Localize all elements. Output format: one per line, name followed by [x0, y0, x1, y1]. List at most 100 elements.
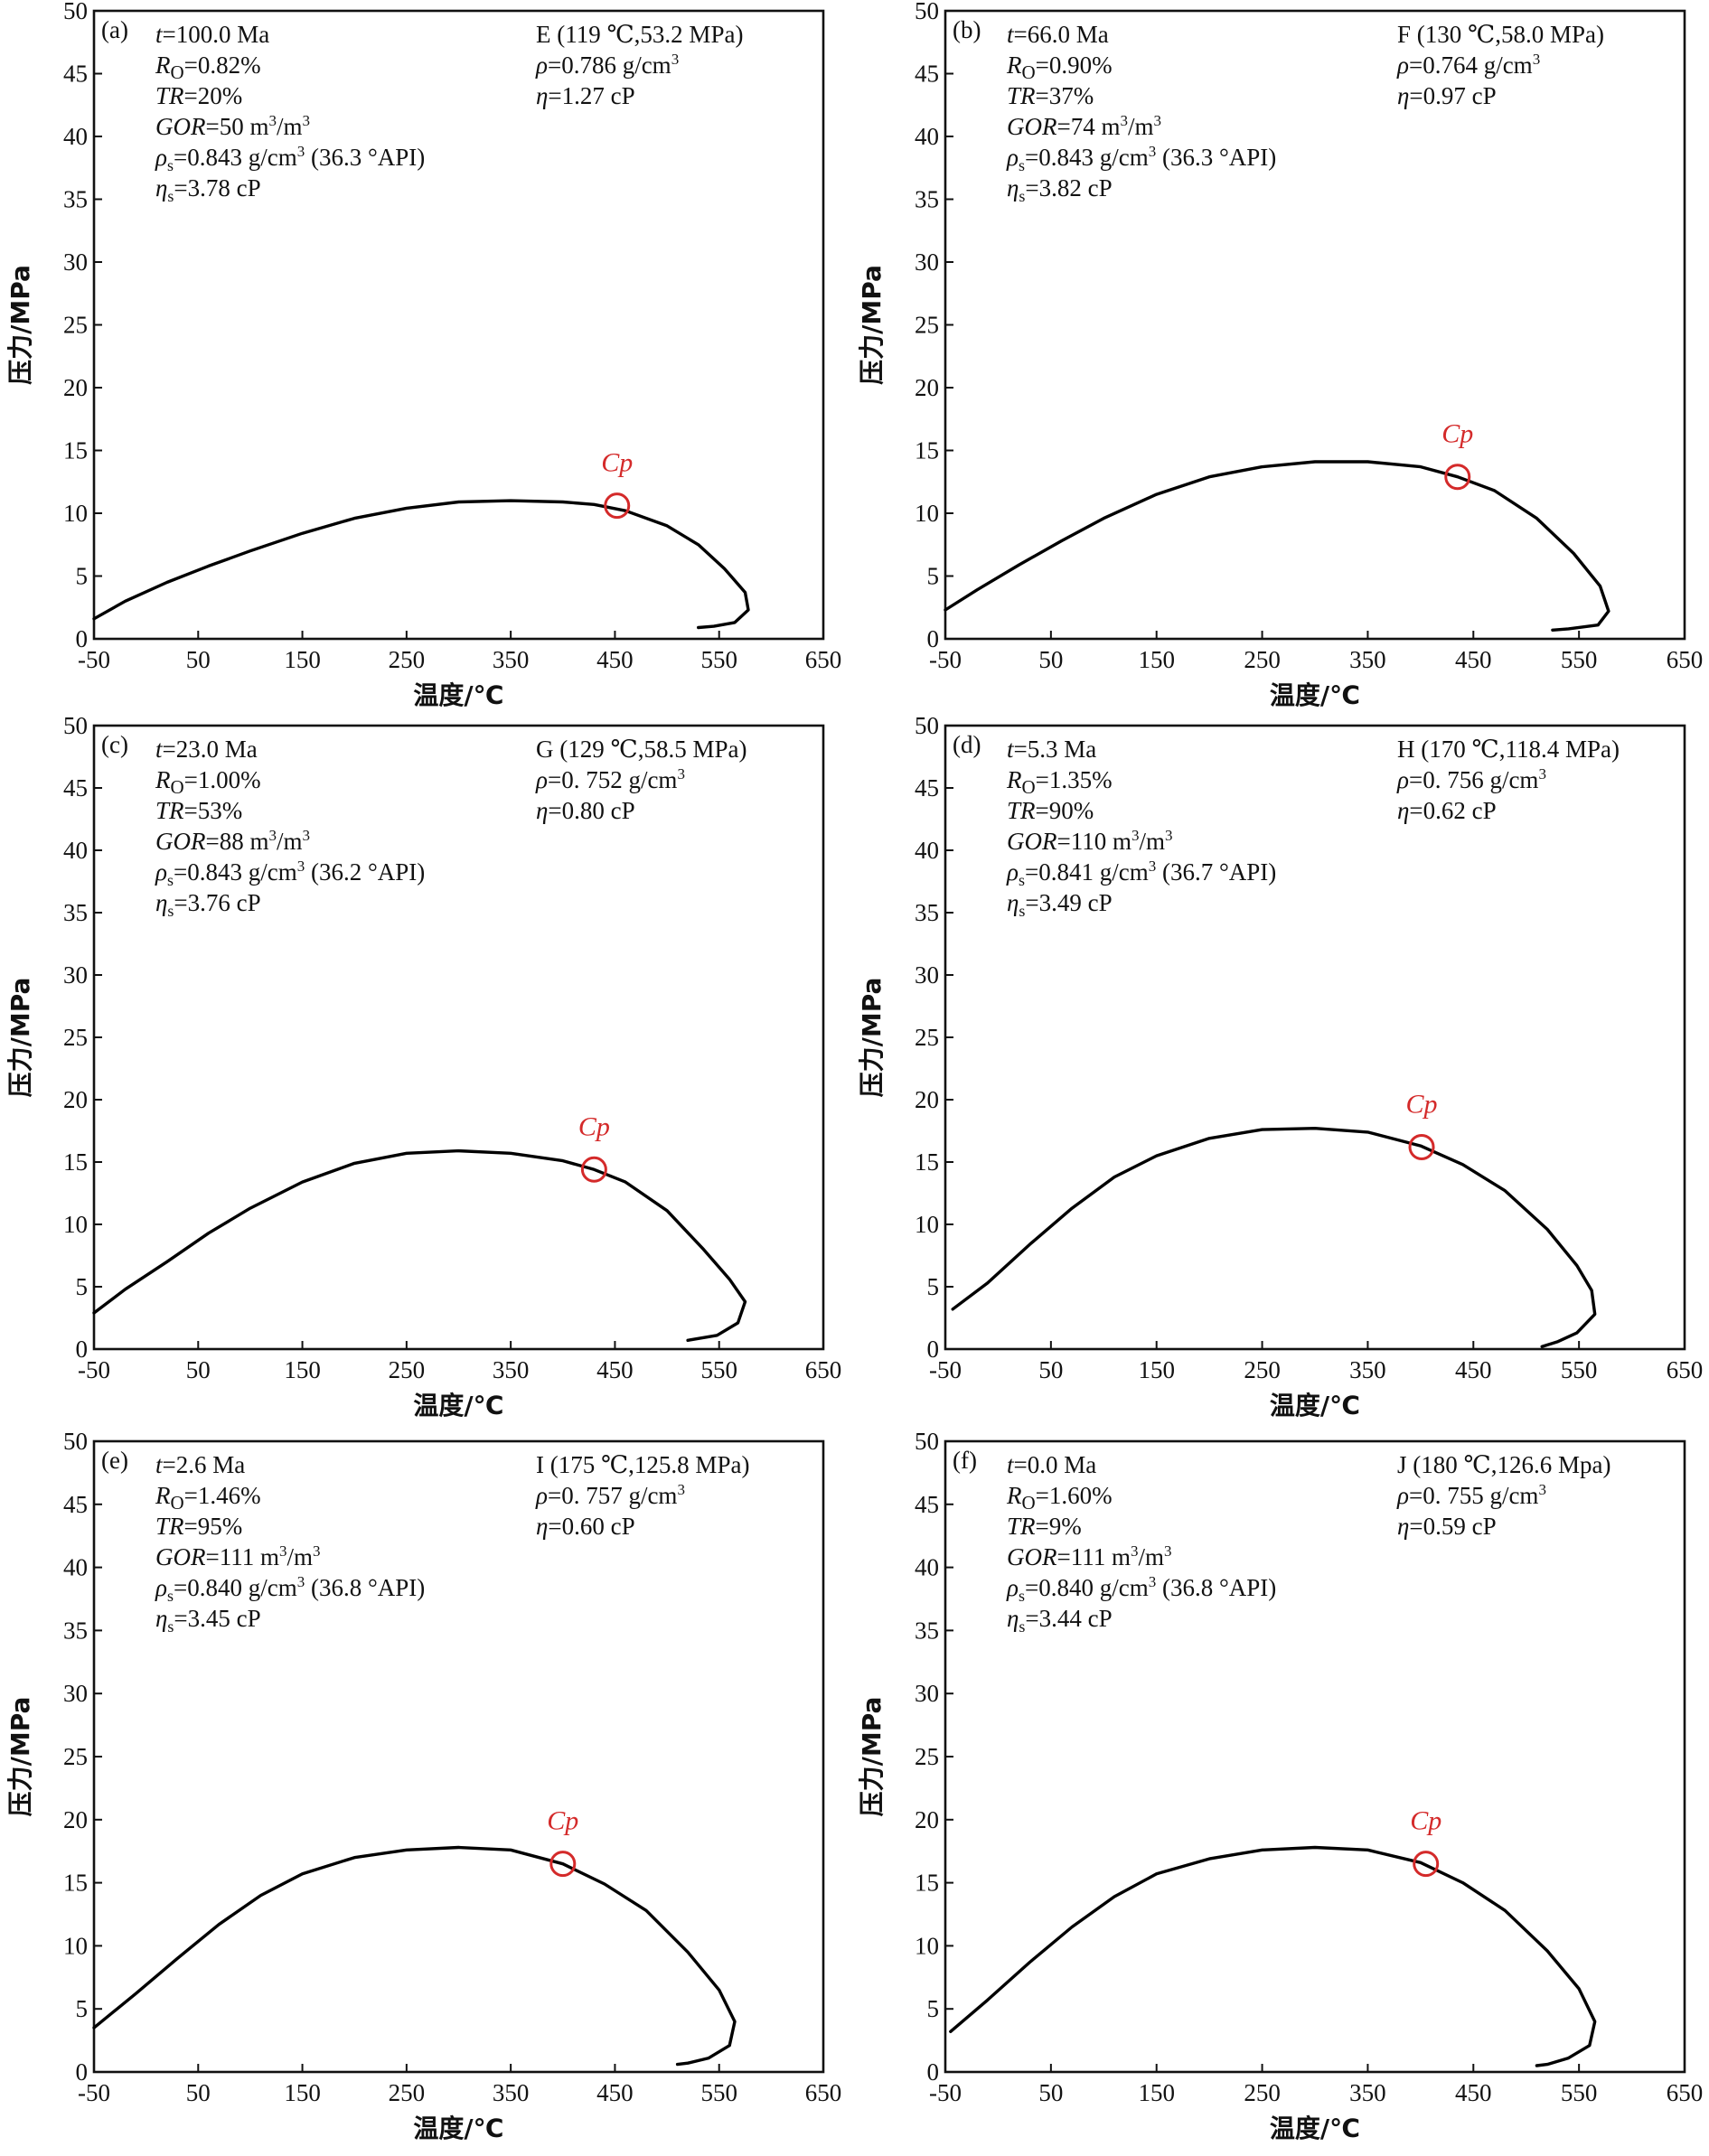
critical-point-label: Cp [1406, 1089, 1438, 1119]
x-axis-title: 温度/℃ [1270, 2114, 1360, 2143]
x-tick-label: 350 [493, 1356, 530, 1383]
x-tick-label: 550 [1561, 1356, 1598, 1383]
x-tick-label: 150 [284, 1356, 321, 1383]
y-tick-label: 45 [63, 61, 88, 88]
annotation-rho: ρ=0.786 g/cm3 [535, 51, 679, 79]
y-tick-label: 25 [915, 1743, 939, 1770]
x-tick-label: -50 [929, 1356, 962, 1383]
annotation-eta: η=0.97 cP [1397, 82, 1497, 109]
y-tick-label: 35 [63, 1617, 88, 1644]
annotation-eta-s: ηs=3.45 cP [155, 1605, 261, 1636]
x-tick-label: 550 [700, 1356, 737, 1383]
x-tick-label: 650 [1667, 2079, 1704, 2106]
x-tick-label: 550 [700, 2079, 737, 2106]
x-tick-label: -50 [78, 1356, 110, 1383]
y-tick-label: 35 [915, 899, 939, 926]
y-tick-label: 45 [63, 1491, 88, 1518]
annotation-tr: TR=9% [1007, 1513, 1082, 1540]
annotation-tr: TR=53% [155, 797, 242, 824]
y-axis-title: 压力/MPa [857, 265, 887, 385]
y-tick-label: 5 [927, 1995, 940, 2022]
annotation-eta: η=0.80 cP [536, 797, 635, 824]
y-tick-label: 35 [63, 899, 88, 926]
annotation-state: H (170 ℃,118.4 MPa) [1397, 736, 1620, 763]
x-tick-label: 50 [186, 1356, 211, 1383]
x-tick-label: 150 [1138, 1356, 1175, 1383]
x-tick-label: 650 [805, 646, 842, 673]
annotation-state: E (119 ℃,53.2 MPa) [536, 21, 743, 48]
annotation-gor: GOR=111 m3/m3 [1007, 1542, 1172, 1570]
y-tick-label: 30 [63, 248, 88, 276]
x-tick-label: 550 [700, 646, 737, 673]
x-tick-label: 250 [1244, 2079, 1281, 2106]
y-tick-label: 40 [915, 837, 939, 864]
y-axis-title: 压力/MPa [857, 1697, 887, 1817]
annotation-tr: TR=20% [155, 82, 242, 109]
annotation-eta-s: ηs=3.44 cP [1007, 1605, 1113, 1636]
annotation-rho-s: ρs=0.841 g/cm3 (36.7 °API) [1006, 858, 1276, 889]
x-tick-label: 50 [186, 2079, 211, 2106]
y-tick-label: 25 [915, 312, 939, 339]
chart-panel-2: 0 5 10 15 20 25 30 35 40 45 50 -50 50 150 250 350 450 550… [857, 0, 1703, 710]
annotation-t: t=100.0 Ma [155, 21, 269, 48]
panel-label: (a) [101, 16, 128, 43]
annotation-state: G (129 ℃,58.5 MPa) [536, 736, 747, 763]
y-tick-label: 30 [915, 248, 939, 276]
y-tick-label: 30 [63, 1680, 88, 1707]
y-tick-label: 15 [63, 1148, 88, 1176]
x-tick-label: 50 [1038, 646, 1063, 673]
x-tick-label: 650 [1667, 1356, 1704, 1383]
x-tick-label: 250 [389, 646, 426, 673]
y-tick-label: 5 [76, 1995, 89, 2022]
panel-label: (f) [953, 1447, 977, 1474]
annotation-tr: TR=95% [155, 1513, 242, 1540]
annotation-rho: ρ=0.764 g/cm3 [1396, 51, 1540, 79]
y-tick-label: 35 [915, 186, 939, 213]
y-tick-label: 45 [915, 61, 939, 88]
y-tick-label: 25 [63, 312, 88, 339]
annotation-rho: ρ=0. 756 g/cm3 [1396, 765, 1546, 793]
annotation-t: t=2.6 Ma [155, 1451, 245, 1478]
y-tick-label: 10 [63, 1932, 88, 1959]
y-tick-label: 50 [63, 0, 88, 24]
x-axis-title: 温度/℃ [1270, 680, 1360, 710]
annotation-tr: TR=90% [1007, 797, 1094, 824]
annotation-ro: RO=0.82% [155, 52, 261, 83]
chart-panel-4: 0 5 10 15 20 25 30 35 40 45 50 -50 50 150 250 350 450 550… [857, 712, 1703, 1420]
annotation-eta-s: ηs=3.78 cP [155, 174, 261, 205]
y-tick-label: 0 [927, 625, 940, 652]
y-tick-label: 20 [63, 374, 88, 401]
y-tick-label: 20 [915, 1806, 939, 1833]
x-tick-label: 450 [596, 2079, 634, 2106]
annotation-eta: η=0.62 cP [1397, 797, 1497, 824]
critical-point-marker [549, 1851, 577, 1878]
annotation-gor: GOR=111 m3/m3 [155, 1542, 321, 1570]
x-tick-label: 350 [493, 2079, 530, 2106]
x-tick-label: 450 [1455, 1356, 1492, 1383]
y-tick-label: 30 [915, 961, 939, 989]
annotation-ro: RO=1.35% [1006, 766, 1113, 798]
annotation-ro: RO=1.60% [1006, 1482, 1113, 1514]
x-tick-label: 50 [1038, 2079, 1063, 2106]
panel-label: (c) [101, 731, 128, 758]
critical-point-marker [1444, 464, 1471, 491]
y-tick-label: 10 [915, 1932, 939, 1959]
y-tick-label: 40 [63, 837, 88, 864]
annotation-state: I (175 ℃,125.8 MPa) [536, 1451, 749, 1478]
x-tick-label: 650 [805, 1356, 842, 1383]
critical-point-marker [1413, 1851, 1440, 1878]
annotation-eta: η=1.27 cP [536, 82, 635, 109]
y-axis-title: 压力/MPa [857, 978, 887, 1098]
y-tick-label: 50 [915, 712, 939, 739]
annotation-ro: RO=0.90% [1006, 52, 1113, 83]
x-tick-label: 250 [1244, 646, 1281, 673]
x-tick-label: -50 [78, 646, 110, 673]
y-tick-label: 5 [927, 563, 940, 590]
y-tick-label: 45 [915, 774, 939, 801]
phase-envelope-line [92, 1845, 737, 2067]
critical-point-marker [604, 492, 631, 520]
x-tick-label: 250 [1244, 1356, 1281, 1383]
annotation-rho-s: ρs=0.843 g/cm3 (36.3 °API) [1006, 143, 1276, 174]
critical-point-label: Cp [1410, 1806, 1441, 1836]
